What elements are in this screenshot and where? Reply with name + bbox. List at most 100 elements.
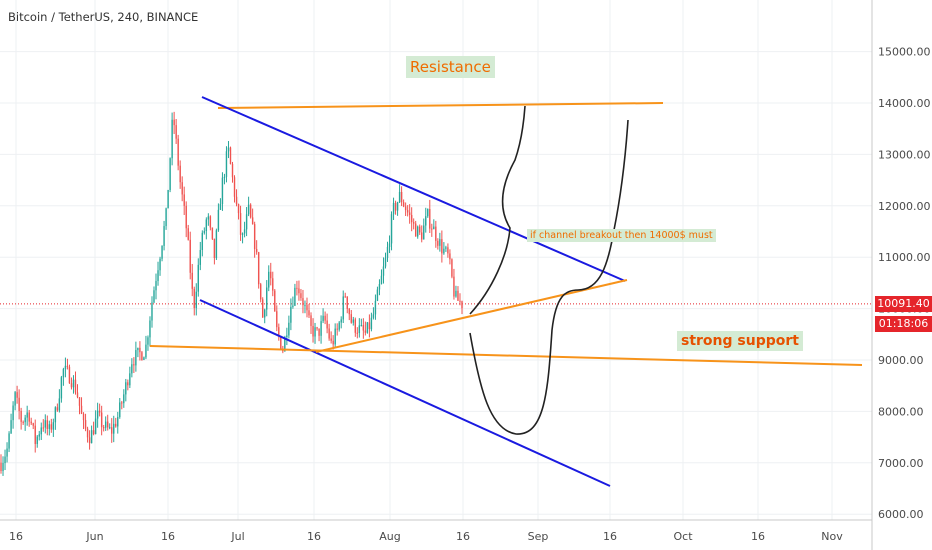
- candle-body: [451, 259, 453, 277]
- candle-body: [14, 392, 16, 406]
- y-tick-label: 15000.00: [878, 46, 931, 59]
- candle-body: [388, 243, 391, 247]
- candle-body: [10, 420, 12, 434]
- candle-body: [6, 448, 8, 457]
- candle-body: [350, 314, 352, 323]
- candle-body: [358, 325, 361, 334]
- candle-body: [330, 338, 332, 341]
- candle-body: [412, 222, 415, 224]
- candle-body: [82, 413, 85, 421]
- candle-body: [427, 209, 429, 217]
- horizontal-support-line: [149, 345, 863, 366]
- candle-body: [219, 203, 222, 210]
- candle-body: [417, 226, 419, 237]
- candle-body: [380, 275, 383, 285]
- candle-body: [280, 336, 282, 350]
- resistance-label[interactable]: Resistance: [406, 56, 495, 78]
- candle-body: [133, 364, 135, 366]
- y-tick-label: 6000.00: [878, 508, 924, 521]
- bullish-projection-curve: [469, 105, 526, 315]
- candle-body: [342, 296, 344, 320]
- candle-body: [36, 436, 38, 444]
- candle-body: [318, 328, 320, 336]
- support-label[interactable]: strong support: [677, 331, 803, 351]
- x-tick-label: 16: [751, 530, 765, 543]
- candle-body: [223, 176, 226, 178]
- candle-body: [34, 425, 36, 444]
- candle-body: [255, 249, 258, 253]
- candle-body: [203, 231, 206, 233]
- candle-body: [433, 226, 435, 230]
- candle-body: [447, 247, 449, 254]
- candle-body: [276, 311, 278, 328]
- candle-body: [396, 202, 399, 211]
- candle-body: [2, 463, 4, 472]
- candle-body: [60, 377, 63, 399]
- candle-body: [26, 412, 28, 418]
- candle-body: [201, 232, 204, 251]
- candle-body: [115, 423, 117, 427]
- candle-body: [20, 410, 22, 422]
- candle-body: [72, 379, 75, 388]
- x-axis: 16 Jun 16 Jul 16 Aug 16 Sep 16 Oct 16 Nov: [0, 519, 872, 543]
- candle-body: [38, 434, 40, 437]
- candle-body: [360, 325, 363, 327]
- candle-body: [376, 289, 379, 301]
- candle-body: [268, 271, 270, 288]
- candle-body: [288, 322, 290, 336]
- candle-body: [316, 327, 318, 329]
- candle-body: [382, 266, 385, 276]
- resistance-line: [217, 102, 664, 109]
- candle-body: [259, 284, 262, 300]
- candle-body: [54, 407, 57, 423]
- candle-body: [328, 328, 330, 339]
- candle-body: [181, 182, 183, 195]
- candle-body: [109, 427, 111, 429]
- candle-body: [261, 299, 264, 318]
- candle-body: [44, 420, 46, 428]
- y-axis: 15000.00 14000.00 13000.00 12000.00 11000.00…: [871, 0, 931, 550]
- candle-body: [284, 337, 286, 352]
- candle-body: [48, 424, 51, 429]
- candle-body: [141, 352, 143, 361]
- candle-body: [300, 293, 302, 299]
- candle-body: [336, 328, 338, 330]
- candle-body: [151, 302, 153, 321]
- candle-body: [294, 287, 296, 306]
- candle-body: [199, 250, 202, 265]
- candle-body: [419, 226, 421, 233]
- candle-body: [429, 209, 431, 229]
- candle-body: [439, 239, 441, 246]
- candle-body: [187, 228, 189, 240]
- candle-body: [155, 281, 157, 291]
- candle-body: [98, 410, 101, 413]
- candle-body: [193, 288, 195, 309]
- candle-body: [302, 298, 304, 306]
- drawings[interactable]: [149, 96, 863, 487]
- candle-body: [147, 337, 149, 345]
- candle-body: [177, 138, 179, 166]
- candle-body: [153, 290, 155, 303]
- candle-body: [425, 216, 427, 226]
- candle-body: [237, 204, 240, 214]
- candle-body: [173, 119, 175, 126]
- candle-body: [106, 421, 109, 428]
- candle-body: [171, 119, 173, 159]
- candle-body: [239, 213, 242, 235]
- candle-body: [292, 305, 294, 307]
- candle-body: [66, 365, 69, 367]
- candle-body: [372, 314, 375, 318]
- candle-body: [100, 412, 103, 428]
- candle-body: [322, 315, 324, 322]
- candle-body: [50, 424, 53, 430]
- candle-body: [113, 423, 115, 434]
- candle-body: [356, 332, 359, 334]
- y-tick-label: 9000.00: [878, 354, 924, 367]
- candle-body: [437, 240, 439, 246]
- candle-body: [145, 344, 147, 358]
- candle-body: [408, 212, 411, 215]
- candle-body: [404, 206, 407, 211]
- candle-body: [264, 309, 266, 318]
- breakout-note-label[interactable]: if channel breakout then 14000$ must: [527, 229, 716, 242]
